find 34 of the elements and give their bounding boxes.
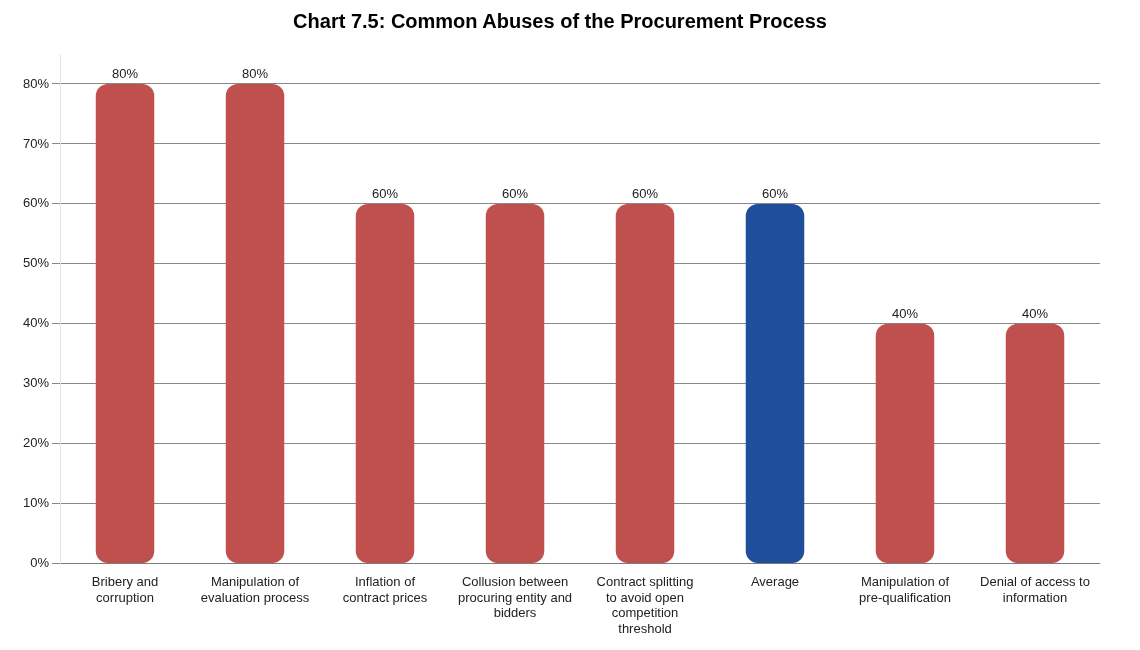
data-label: 80% (242, 66, 269, 82)
bar (875, 323, 935, 564)
y-tick-label: 30% (22, 375, 50, 391)
data-label: 40% (1021, 305, 1049, 321)
y-tick-label: 70% (22, 135, 50, 151)
y-tick-label: 60% (22, 195, 50, 211)
chart-title: Chart 7.5: Common Abuses of the Procurement Process (293, 9, 827, 32)
x-tick-label: Average (750, 573, 800, 589)
bar (745, 203, 805, 564)
x-tick-label: Manipulation of pre-qualification (859, 573, 951, 605)
bar (95, 83, 155, 564)
data-label: 60% (502, 185, 529, 201)
x-tick-label: Contract splitting to avoid open competition threshold (596, 573, 694, 636)
y-tick-label: 80% (22, 75, 50, 91)
y-tick-label: 20% (22, 435, 50, 451)
data-label: 60% (631, 185, 659, 201)
x-tick-label: Denial of access to information (980, 573, 1090, 605)
y-tick-label: 0% (30, 555, 50, 571)
bar (225, 83, 285, 564)
y-tick-label: 40% (22, 315, 50, 331)
x-tick-label: Manipulation of evaluation process (200, 573, 310, 605)
bar (355, 203, 415, 564)
x-tick-label: Collusion between procuring entity and bidders (457, 573, 573, 621)
data-label: 80% (112, 66, 139, 82)
y-tick-label: 10% (22, 495, 50, 511)
x-tick-label: Bribery and corruption (91, 573, 159, 605)
data-label: 60% (761, 185, 789, 201)
data-label: 60% (372, 185, 399, 201)
x-tick-label: Inflation of contract prices (342, 573, 428, 605)
bar (1005, 323, 1065, 564)
y-tick-label: 50% (22, 255, 50, 271)
bar (615, 203, 675, 564)
data-label: 40% (891, 305, 919, 321)
bar (485, 203, 545, 564)
